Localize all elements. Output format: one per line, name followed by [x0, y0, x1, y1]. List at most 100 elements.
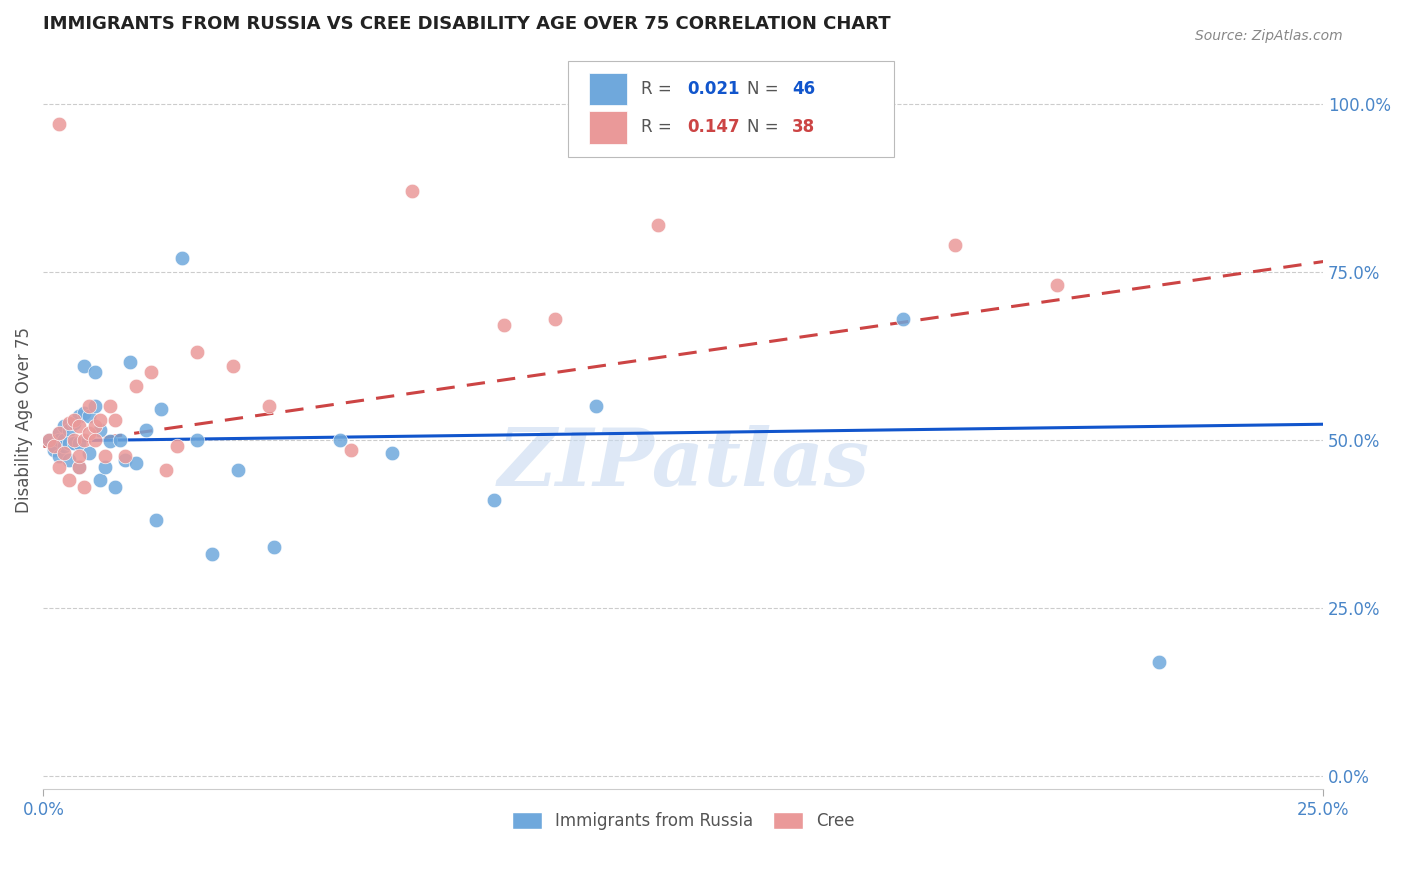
Point — [339, 442, 361, 457]
Point — [79, 425, 101, 440]
Point — [155, 463, 177, 477]
Point — [544, 311, 567, 326]
Text: N =: N = — [747, 119, 785, 136]
Point — [38, 433, 60, 447]
Point — [83, 366, 105, 380]
Text: 38: 38 — [792, 119, 815, 136]
Point — [67, 450, 90, 464]
Point — [124, 456, 146, 470]
Point — [67, 409, 90, 424]
Point — [166, 439, 188, 453]
Point — [145, 513, 167, 527]
Point — [42, 442, 65, 457]
Point — [73, 359, 96, 373]
Point — [83, 399, 105, 413]
Point — [79, 399, 101, 413]
FancyBboxPatch shape — [589, 112, 627, 144]
Point — [67, 419, 90, 434]
Point — [139, 366, 162, 380]
Point — [58, 453, 80, 467]
Point — [58, 416, 80, 430]
Text: R =: R = — [641, 119, 678, 136]
Text: 0.021: 0.021 — [688, 80, 740, 98]
Point — [222, 359, 245, 373]
Point — [67, 436, 90, 450]
Text: 46: 46 — [792, 80, 815, 98]
Point — [79, 446, 101, 460]
Point — [124, 379, 146, 393]
Text: 0.147: 0.147 — [688, 119, 740, 136]
Point — [94, 450, 117, 464]
FancyBboxPatch shape — [589, 73, 627, 105]
Point — [48, 117, 70, 131]
Point — [58, 473, 80, 487]
Point — [943, 237, 966, 252]
Point — [647, 218, 669, 232]
Point — [63, 433, 86, 447]
Point — [114, 450, 136, 464]
Point — [63, 412, 86, 426]
Point — [48, 425, 70, 440]
Point — [52, 433, 75, 447]
Point — [38, 433, 60, 447]
Point — [186, 345, 208, 359]
Point — [89, 423, 111, 437]
Point — [104, 412, 127, 426]
Point — [329, 433, 352, 447]
Point — [73, 406, 96, 420]
Text: Source: ZipAtlas.com: Source: ZipAtlas.com — [1195, 29, 1343, 43]
Point — [98, 434, 121, 448]
Point — [201, 547, 224, 561]
Point — [42, 439, 65, 453]
Point — [263, 540, 285, 554]
Point — [42, 439, 65, 453]
Point — [52, 439, 75, 453]
Point — [585, 399, 607, 413]
Point — [89, 412, 111, 426]
Point — [401, 184, 423, 198]
Point — [73, 480, 96, 494]
Point — [170, 251, 193, 265]
Point — [186, 433, 208, 447]
FancyBboxPatch shape — [568, 61, 894, 157]
Point — [52, 419, 75, 434]
Text: N =: N = — [747, 80, 785, 98]
Point — [1046, 278, 1069, 293]
Point — [63, 436, 86, 450]
Point — [494, 318, 516, 333]
Point — [94, 459, 117, 474]
Point — [67, 459, 90, 474]
Point — [67, 459, 90, 474]
Point — [108, 433, 131, 447]
Point — [120, 355, 142, 369]
Point — [79, 409, 101, 424]
Point — [226, 463, 249, 477]
Point — [114, 453, 136, 467]
Point — [1149, 655, 1171, 669]
Point — [58, 436, 80, 450]
Point — [73, 433, 96, 447]
Point — [380, 446, 402, 460]
Point — [89, 473, 111, 487]
Point — [482, 493, 505, 508]
Text: IMMIGRANTS FROM RUSSIA VS CREE DISABILITY AGE OVER 75 CORRELATION CHART: IMMIGRANTS FROM RUSSIA VS CREE DISABILIT… — [44, 15, 891, 33]
Point — [83, 419, 105, 434]
Point — [893, 311, 915, 326]
Text: R =: R = — [641, 80, 678, 98]
Y-axis label: Disability Age Over 75: Disability Age Over 75 — [15, 326, 32, 513]
Point — [83, 433, 105, 447]
Text: ZIPatlas: ZIPatlas — [498, 425, 869, 502]
Point — [58, 423, 80, 437]
Point — [52, 446, 75, 460]
Point — [48, 433, 70, 447]
Point — [63, 416, 86, 430]
Point — [135, 423, 157, 437]
Point — [150, 402, 173, 417]
Point — [48, 425, 70, 440]
Point — [257, 399, 280, 413]
Point — [48, 450, 70, 464]
Point — [48, 459, 70, 474]
Legend: Immigrants from Russia, Cree: Immigrants from Russia, Cree — [505, 805, 862, 837]
Point — [98, 399, 121, 413]
Point — [104, 480, 127, 494]
